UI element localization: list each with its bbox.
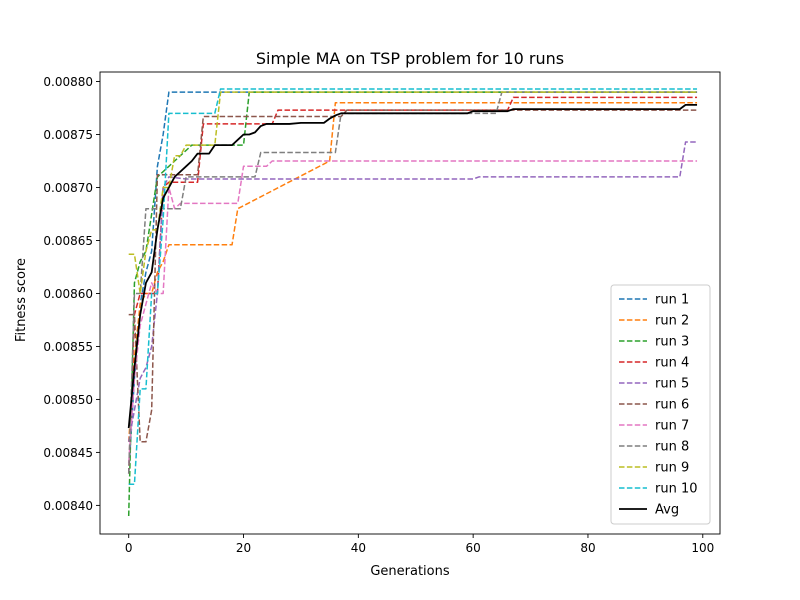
- y-tick-label: 0.00875: [43, 128, 93, 142]
- y-tick-label: 0.00865: [43, 234, 93, 248]
- legend-label-run-10: run 10: [655, 482, 698, 497]
- y-tick-label: 0.00840: [43, 499, 93, 513]
- axis-ticks: 0 20 40 60 80 100 0.00840 0.00845 0.00850 0.00855…: [43, 75, 714, 555]
- y-axis-label: Fitness score: [14, 258, 29, 342]
- series-line-run-5: [127, 141, 698, 442]
- plot-frame: [99, 71, 721, 535]
- series-line-run-6: [128, 109, 698, 443]
- legend-label-run-8: run 8: [655, 440, 689, 455]
- legend-label-run-6: run 6: [655, 398, 689, 413]
- series-line-run-9: [128, 91, 698, 295]
- y-tick-label: 0.00845: [43, 446, 93, 460]
- x-tick-label: 60: [466, 541, 481, 555]
- legend: run 1 run 2 run 3 run 4 run 5 run 6 run 7 run 8…: [610, 284, 711, 525]
- x-axis-label: Generations: [370, 564, 450, 579]
- series-lines: [127, 88, 698, 517]
- x-tick-label: 0: [125, 541, 133, 555]
- y-tick-label: 0.00880: [43, 75, 93, 89]
- legend-label-run-2: run 2: [655, 314, 689, 329]
- series-line-run-10: [128, 88, 698, 485]
- y-tick-label: 0.00855: [43, 340, 93, 354]
- legend-label-run-1: run 1: [655, 293, 689, 308]
- legend-box: [610, 284, 711, 525]
- legend-label-run-4: run 4: [655, 356, 689, 371]
- plot-area: [99, 71, 721, 535]
- series-line-run-4: [127, 96, 698, 474]
- legend-label-run-3: run 3: [655, 335, 689, 350]
- series-line-run-3: [127, 91, 698, 517]
- chart-title: Simple MA on TSP problem for 10 runs: [256, 49, 564, 68]
- legend-label-run-7: run 7: [655, 419, 689, 434]
- x-tick-label: 100: [691, 541, 714, 555]
- x-tick-label: 40: [351, 541, 366, 555]
- y-tick-label: 0.00860: [43, 287, 93, 301]
- series-line-avg: [127, 103, 698, 429]
- y-tick-label: 0.00850: [43, 393, 93, 407]
- x-tick-label: 80: [580, 541, 595, 555]
- x-tick-label: 20: [236, 541, 251, 555]
- legend-label-run-5: run 5: [655, 377, 689, 392]
- series-line-run-7: [127, 160, 698, 464]
- y-tick-label: 0.00870: [43, 181, 93, 195]
- legend-label-run-9: run 9: [655, 461, 689, 476]
- legend-label-avg: Avg: [655, 503, 679, 518]
- series-line-run-8: [127, 91, 698, 474]
